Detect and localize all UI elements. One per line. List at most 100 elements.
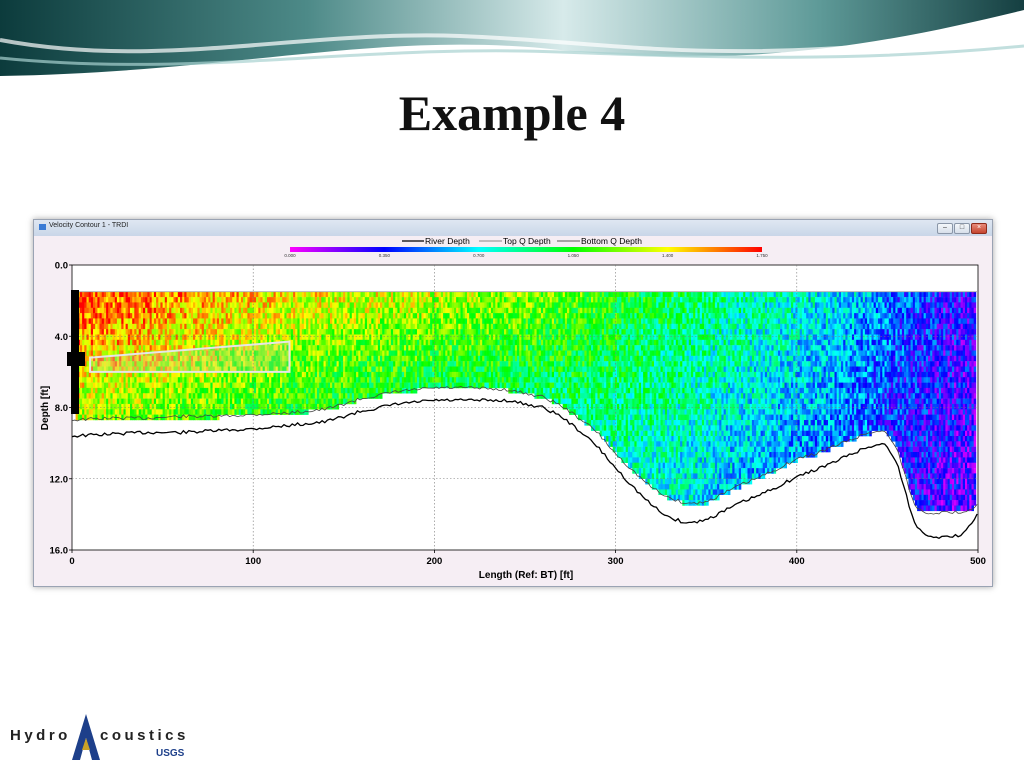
- heatmap-cell: [277, 371, 281, 378]
- heatmap-cell: [253, 307, 257, 314]
- heatmap-cell: [245, 297, 248, 303]
- heatmap-cell: [497, 371, 500, 378]
- heatmap-cell: [484, 307, 487, 314]
- heatmap-cell: [184, 329, 187, 335]
- heatmap-cell: [393, 345, 396, 351]
- heatmap-cell: [575, 318, 579, 324]
- heatmap-cell: [280, 323, 283, 330]
- heatmap-cell: [269, 377, 272, 383]
- maximize-button[interactable]: □: [954, 223, 970, 234]
- heatmap-cell: [369, 361, 372, 367]
- heatmap-cell: [286, 291, 289, 298]
- heatmap-cell: [225, 361, 229, 367]
- heatmap-cell: [434, 377, 437, 383]
- heatmap-cell: [308, 297, 311, 303]
- heatmap-cell: [499, 297, 503, 303]
- heatmap-cell: [464, 334, 468, 341]
- heatmap-cell: [230, 398, 233, 405]
- heatmap-cell: [206, 339, 209, 346]
- close-button[interactable]: ×: [971, 223, 987, 234]
- heatmap-cell: [523, 371, 527, 378]
- heatmap-cell: [236, 334, 239, 341]
- heatmap-cell: [203, 318, 207, 324]
- heatmap-cell: [271, 334, 274, 341]
- heatmap-cell: [284, 329, 287, 335]
- heatmap-cell: [273, 291, 276, 298]
- heatmap-cell: [480, 329, 483, 335]
- heatmap-cell: [177, 355, 181, 362]
- window-titlebar[interactable]: Velocity Contour 1 - TRDI – □ ×: [34, 220, 992, 236]
- heatmap-cell: [545, 345, 548, 351]
- heatmap-cell: [256, 307, 259, 314]
- heatmap-cell: [334, 398, 337, 405]
- heatmap-cell: [388, 323, 392, 330]
- heatmap-cell: [321, 377, 324, 383]
- heatmap-cell: [160, 387, 163, 394]
- heatmap-cell: [303, 345, 307, 351]
- heatmap-cell: [238, 355, 242, 362]
- heatmap-cell: [101, 345, 105, 351]
- heatmap-cell: [217, 302, 220, 308]
- heatmap-cell: [130, 313, 133, 319]
- heatmap-cell: [190, 414, 194, 421]
- heatmap-cell: [525, 302, 529, 308]
- heatmap-cell: [177, 329, 181, 335]
- heatmap-cell: [123, 377, 126, 383]
- heatmap-cell: [108, 313, 111, 319]
- heatmap-cell: [388, 382, 392, 389]
- heatmap-cell: [367, 361, 370, 367]
- heatmap-cell: [175, 355, 179, 362]
- heatmap-cell: [545, 334, 548, 341]
- velocity-contour-window[interactable]: Velocity Contour 1 - TRDI – □ × River De…: [33, 219, 993, 587]
- heatmap-cell: [238, 393, 242, 399]
- heatmap-cell: [256, 302, 259, 308]
- heatmap-cell: [145, 377, 148, 383]
- heatmap-cell: [549, 355, 553, 362]
- heatmap-cell: [116, 297, 120, 303]
- minimize-button[interactable]: –: [937, 223, 953, 234]
- heatmap-cell: [373, 313, 376, 319]
- heatmap-cell: [147, 339, 150, 346]
- heatmap-cell: [380, 377, 383, 383]
- heatmap-cell: [221, 371, 224, 378]
- heatmap-cell: [571, 339, 574, 346]
- heatmap-cell: [143, 393, 146, 399]
- heatmap-cell: [562, 366, 566, 373]
- heatmap-cell: [347, 323, 350, 330]
- heatmap-cell: [110, 323, 113, 330]
- heatmap-cell: [493, 329, 496, 335]
- heatmap-cell: [169, 291, 172, 298]
- heatmap-cell: [297, 302, 300, 308]
- heatmap-cell: [327, 393, 331, 399]
- heatmap-cell: [338, 329, 342, 335]
- heatmap-cell: [390, 366, 394, 373]
- heatmap-cell: [290, 302, 294, 308]
- heatmap-cell: [571, 307, 574, 314]
- heatmap-cell: [508, 371, 511, 378]
- heatmap-cell: [425, 291, 429, 298]
- heatmap-cell: [303, 361, 307, 367]
- heatmap-cell: [103, 398, 107, 405]
- heatmap-cell: [260, 302, 263, 308]
- heatmap-cell: [240, 382, 244, 389]
- heatmap-cell: [412, 297, 416, 303]
- heatmap-cell: [264, 403, 268, 410]
- heatmap-cell: [423, 313, 426, 319]
- heatmap-cell: [521, 334, 524, 341]
- velocity-contour-chart[interactable]: River Depth Top Q Depth Bottom Q Depth 0…: [34, 220, 992, 586]
- heatmap-cell: [569, 355, 572, 362]
- heatmap-cell: [119, 387, 122, 394]
- heatmap-cell: [275, 361, 279, 367]
- heatmap-cell: [567, 307, 570, 314]
- heatmap-cell: [375, 377, 379, 383]
- heatmap-cell: [166, 323, 170, 330]
- chart-legend: River Depth Top Q Depth Bottom Q Depth: [402, 236, 642, 246]
- heatmap-cell: [371, 318, 374, 324]
- heatmap-cell: [290, 366, 294, 373]
- heatmap-cell: [190, 382, 194, 389]
- heatmap-cell: [227, 387, 231, 394]
- heatmap-cell: [143, 323, 146, 330]
- heatmap-cell: [343, 387, 346, 394]
- heatmap-cell: [206, 313, 209, 319]
- heatmap-cell: [99, 371, 102, 378]
